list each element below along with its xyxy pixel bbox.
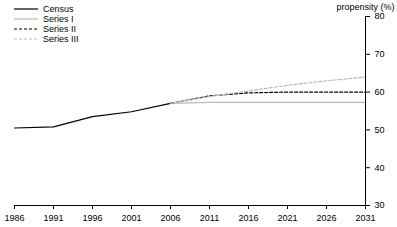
svg-text:1996: 1996 xyxy=(82,213,102,223)
svg-text:1991: 1991 xyxy=(43,213,63,223)
svg-text:2001: 2001 xyxy=(121,213,141,223)
svg-text:80: 80 xyxy=(375,11,385,21)
html-text:Census: Census xyxy=(43,4,74,14)
svg-text:2026: 2026 xyxy=(316,213,336,223)
svg-text:2006: 2006 xyxy=(160,213,180,223)
svg-text:40: 40 xyxy=(375,163,385,173)
svg-text:2031: 2031 xyxy=(355,213,375,223)
svg-text:70: 70 xyxy=(375,49,385,59)
svg-text:60: 60 xyxy=(375,87,385,97)
svg-text:50: 50 xyxy=(375,125,385,135)
svg-text:1986: 1986 xyxy=(4,213,24,223)
svg-text:2016: 2016 xyxy=(238,213,258,223)
svg-text:30: 30 xyxy=(375,200,385,210)
svg-text:propensity (%): propensity (%) xyxy=(336,2,394,12)
html-text:Series I: Series I xyxy=(43,14,74,24)
html-text:Series III: Series III xyxy=(43,34,79,44)
svg-text:2011: 2011 xyxy=(200,213,219,223)
html-text:Series II: Series II xyxy=(43,24,76,34)
svg-text:2021: 2021 xyxy=(277,213,297,223)
